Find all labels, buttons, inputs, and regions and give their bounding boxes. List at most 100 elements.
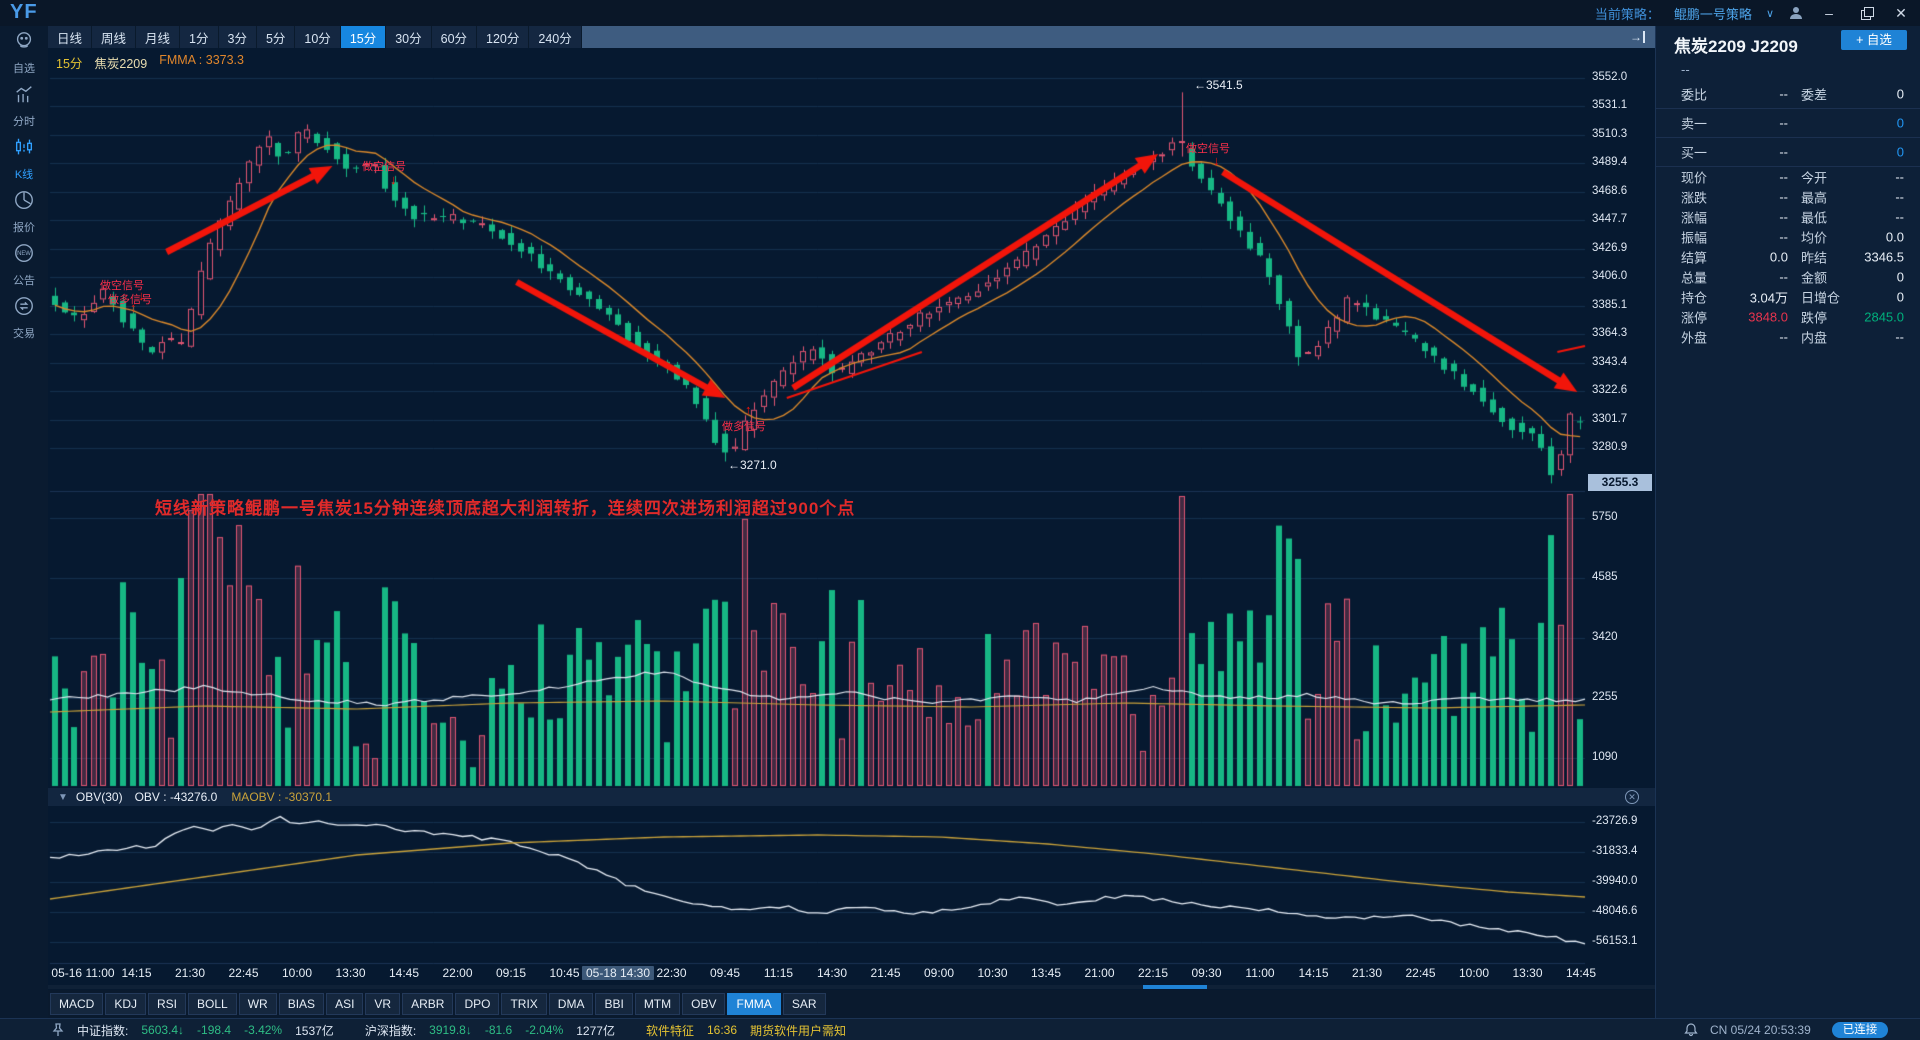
minimize-button[interactable]: – xyxy=(1825,5,1833,21)
timeframe-button-60分[interactable]: 60分 xyxy=(431,26,477,48)
quote-field-label: 持仓 xyxy=(1681,290,1708,306)
indicator-tab-fmma[interactable]: FMMA xyxy=(727,993,781,1015)
quote-field-value: 3346.5 xyxy=(1864,249,1904,265)
time-axis-label: 13:45 xyxy=(1030,966,1062,980)
chevron-down-icon[interactable]: ▼ xyxy=(58,791,68,803)
timeframe-button-周线[interactable]: 周线 xyxy=(92,26,136,48)
quote-field-label: 内盘 xyxy=(1801,330,1828,346)
indicator-tab-mtm[interactable]: MTM xyxy=(634,993,681,1015)
timeframe-button-3分[interactable]: 3分 xyxy=(218,26,256,48)
titlebar-right: 当前策略： 鲲鹏一号策略 ∨ – ✕ xyxy=(1595,0,1912,26)
indicator-tab-wr[interactable]: WR xyxy=(238,993,277,1015)
timeframe-button-日线[interactable]: 日线 xyxy=(48,26,92,48)
quote-row: 卖一 -- 0 xyxy=(1656,109,1920,138)
obv-axis-label: -23726.9 xyxy=(1592,815,1638,827)
add-to-watchlist-button[interactable]: + 自选 xyxy=(1841,30,1907,50)
indicator-tab-macd[interactable]: MACD xyxy=(50,993,104,1015)
close-icon[interactable]: ✕ xyxy=(1625,790,1639,804)
pin-icon[interactable] xyxy=(52,1023,64,1037)
indicator-tab-sar[interactable]: SAR xyxy=(782,993,826,1015)
sidebar-item-label: 交易 xyxy=(13,327,35,340)
signal-arrow-icon: ↑ xyxy=(745,402,752,417)
timeframe-button-15分[interactable]: 15分 xyxy=(340,26,386,48)
indicator-tab-boll[interactable]: BOLL xyxy=(188,993,237,1015)
price-axis-label: 3468.6 xyxy=(1592,184,1628,197)
timeframe-button-月线[interactable]: 月线 xyxy=(136,26,180,48)
volume-axis-label: 4585 xyxy=(1592,571,1618,583)
quote-row: 涨幅 -- 最低 -- xyxy=(1656,207,1920,227)
time-axis-label: 14:30 xyxy=(816,966,848,980)
time-axis-label: 22:15 xyxy=(1137,966,1169,980)
price-axis-label: 3301.7 xyxy=(1592,412,1628,425)
quote-row: 总量 -- 金额 0 xyxy=(1656,267,1920,287)
sidebar-item-quote[interactable]: 报价 xyxy=(0,185,48,238)
quote-field-value: -- xyxy=(1895,209,1904,225)
indicator-tab-dma[interactable]: DMA xyxy=(548,993,594,1015)
chart-ma-value: FMMA : 3373.3 xyxy=(159,53,244,67)
chevron-down-icon[interactable]: ∨ xyxy=(1765,7,1774,20)
quote-row: 委比 -- 委差 0 xyxy=(1656,80,1920,109)
quote-field-value: 0 xyxy=(1896,289,1904,305)
status-item: 中证指数: xyxy=(77,1023,129,1038)
sidebar-item-kline[interactable]: K线 xyxy=(0,132,48,185)
quote-field-value: -- xyxy=(1895,189,1904,205)
quote-field-value: -- xyxy=(1779,144,1788,160)
timeframe-button-30分[interactable]: 30分 xyxy=(386,26,431,48)
obv-axis-label: -48046.6 xyxy=(1592,905,1638,917)
maobv-value: MAOBV : -30370.1 xyxy=(231,790,333,804)
time-axis: 05-16 11:00 14:15 21:30 22:45 10:00 13:30 14:4… xyxy=(48,964,1655,984)
quote-row: 持仓 3.04万 日增仓 0 xyxy=(1656,287,1920,307)
quote-field-label: 结算 xyxy=(1681,250,1708,266)
quote-field-value: -- xyxy=(1779,115,1788,131)
connection-status-badge[interactable]: 已连接 xyxy=(1832,1022,1888,1038)
obv-axis-label: -56153.1 xyxy=(1592,935,1638,947)
indicator-tab-trix[interactable]: TRIX xyxy=(501,993,547,1015)
indicator-tab-bbi[interactable]: BBI xyxy=(595,993,633,1015)
indicator-tab-vr[interactable]: VR xyxy=(365,993,401,1015)
bell-icon[interactable] xyxy=(1684,1022,1698,1040)
time-axis-label: 22:45 xyxy=(228,966,259,980)
indicator-tab-dpo[interactable]: DPO xyxy=(455,993,500,1015)
sidebar-item-user[interactable]: 自选 xyxy=(0,26,48,79)
titlebar: YF 当前策略： 鲲鹏一号策略 ∨ – ✕ xyxy=(0,0,1920,26)
indicator-tab-kdj[interactable]: KDJ xyxy=(105,993,147,1015)
indicator-tab-arbr[interactable]: ARBR xyxy=(402,993,454,1015)
quote-field-label: 今开 xyxy=(1801,170,1828,186)
timeframe-button-120分[interactable]: 120分 xyxy=(477,26,529,48)
quote-field-label: 涨停 xyxy=(1681,310,1708,326)
quote-field-label: 日增仓 xyxy=(1801,290,1841,306)
sidebar-item-intraday[interactable]: 分时 xyxy=(0,79,48,132)
svg-text:NEW: NEW xyxy=(17,250,31,256)
news-icon: NEW xyxy=(13,242,35,269)
sidebar-item-news[interactable]: NEW 公告 xyxy=(0,238,48,291)
indicator-tab-asi[interactable]: ASI xyxy=(326,993,364,1015)
restore-button[interactable] xyxy=(1854,5,1876,21)
status-bar: 中证指数: 5603.4↓ -198.4 -3.42% 1537亿 沪深指数: 3919.8… xyxy=(0,1018,1920,1040)
time-axis-label: 11:00 xyxy=(1245,966,1275,980)
quote-row: 结算 0.0 昨结 3346.5 xyxy=(1656,247,1920,267)
time-axis-label: 21:00 xyxy=(1084,966,1115,980)
sidebar-item-trade[interactable]: 交易 xyxy=(0,291,48,344)
quote-field-label: 涨跌 xyxy=(1681,190,1708,206)
obv-axis-label: -31833.4 xyxy=(1592,845,1638,857)
indicator-tab-obv[interactable]: OBV xyxy=(682,993,726,1015)
user-icon[interactable] xyxy=(1788,5,1804,21)
quote-field-value: 0 xyxy=(1896,86,1904,102)
time-axis-label: 13:30 xyxy=(1512,966,1543,980)
scrollbar-thumb[interactable] xyxy=(1143,985,1207,989)
collapse-panel-icon[interactable]: → xyxy=(1630,31,1645,43)
time-axis-label: 10:00 xyxy=(281,966,313,980)
indicator-tab-rsi[interactable]: RSI xyxy=(148,993,187,1015)
quote-field-value: -- xyxy=(1779,169,1788,185)
timeframe-button-1分[interactable]: 1分 xyxy=(180,26,218,48)
close-button[interactable]: ✕ xyxy=(1895,4,1907,21)
timeframe-button-10分[interactable]: 10分 xyxy=(295,26,340,48)
strategy-selector[interactable]: 鲲鹏一号策略 xyxy=(1673,6,1752,22)
chart-scrollbar[interactable] xyxy=(48,985,1655,989)
toolbar-strip: → xyxy=(581,26,1655,48)
kline-chart-canvas[interactable] xyxy=(48,48,1655,990)
timeframe-button-240分[interactable]: 240分 xyxy=(529,26,581,48)
timeframe-button-5分[interactable]: 5分 xyxy=(256,26,295,48)
status-clock: CN 05/24 20:53:39 xyxy=(1710,1023,1811,1037)
indicator-tab-bias[interactable]: BIAS xyxy=(278,993,325,1015)
